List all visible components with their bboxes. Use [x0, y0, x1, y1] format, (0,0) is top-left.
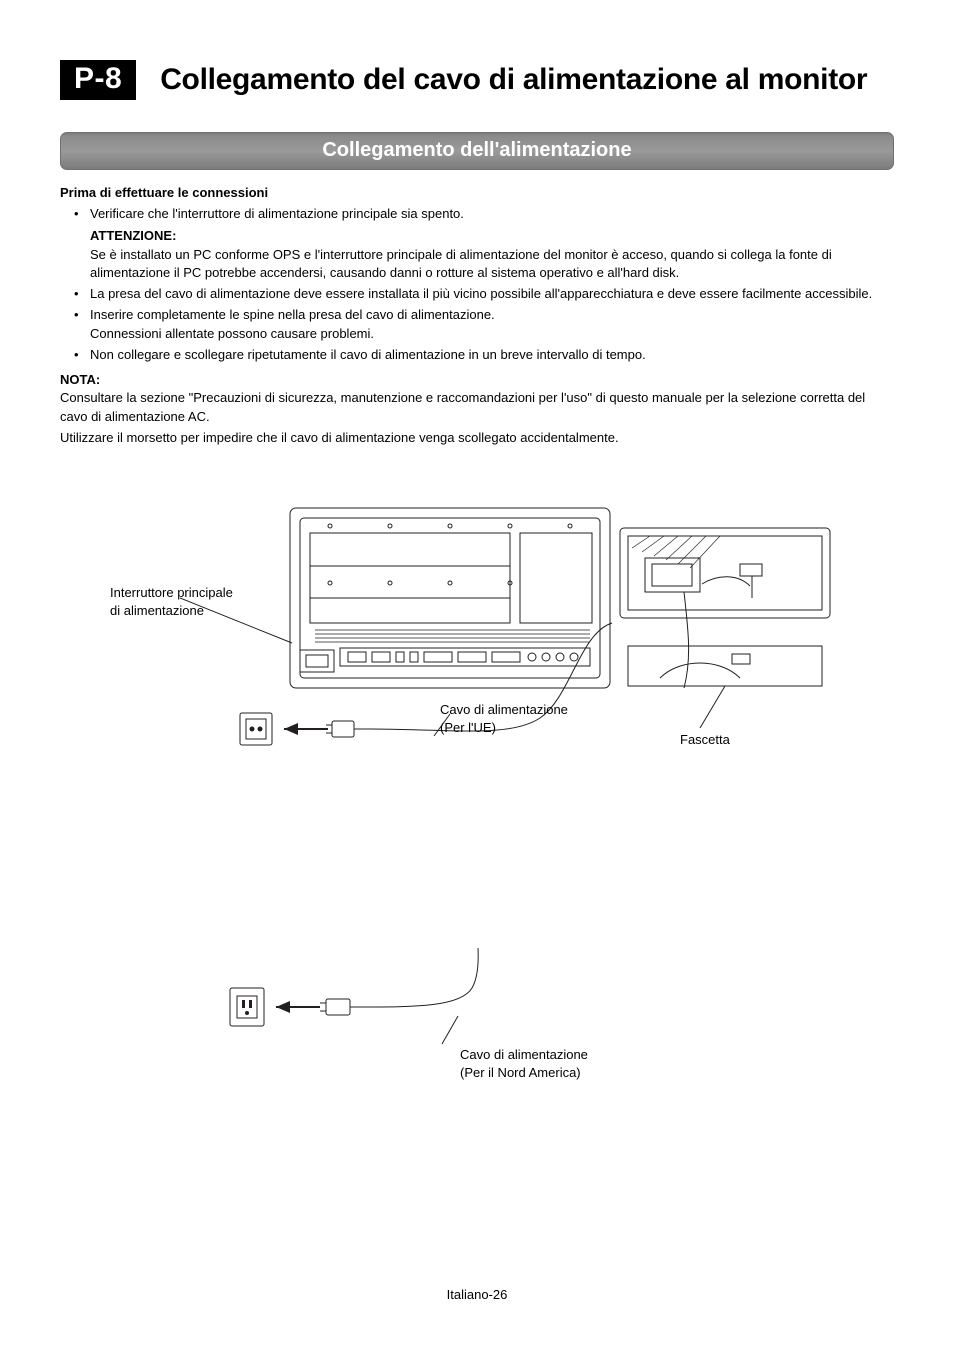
bullet-item: Non collegare e scollegare ripetutamente…	[74, 346, 894, 365]
page-footer: Italiano-26	[0, 1287, 954, 1302]
attention-head: ATTENZIONE:	[90, 227, 894, 246]
figure-2: Cavo di alimentazione (Per il Nord Ameri…	[60, 948, 894, 1118]
cord-label-na: Cavo di alimentazione (Per il Nord Ameri…	[460, 1046, 588, 1081]
header-row: P-8 Collegamento del cavo di alimentazio…	[60, 60, 894, 100]
nota-body-1: Consultare la sezione "Precauzioni di si…	[60, 389, 894, 427]
bullet-text: Non collegare e scollegare ripetutamente…	[90, 347, 646, 362]
bullet-list: Verificare che l'interruttore di aliment…	[60, 205, 894, 365]
switch-label-1: Interruttore principale	[110, 585, 233, 600]
attention-body: Se è installato un PC conforme OPS e l'i…	[90, 246, 894, 284]
switch-label-2: di alimentazione	[110, 603, 204, 618]
page-title: Collegamento del cavo di alimentazione a…	[160, 63, 867, 97]
clamp-label: Fascetta	[680, 731, 730, 749]
cord-label-eu-2: (Per l'UE)	[440, 720, 496, 735]
nota-head: NOTA:	[60, 371, 894, 390]
cord-label-na-1: Cavo di alimentazione	[460, 1047, 588, 1062]
bullet-item: Verificare che l'interruttore di aliment…	[74, 205, 894, 283]
intro-subhead: Prima di effettuare le connessioni	[60, 184, 894, 203]
figure-1: Interruttore principale di alimentazione…	[60, 488, 894, 788]
bullet-text: Inserire completamente le spine nella pr…	[90, 307, 495, 322]
nota-body-2: Utilizzare il morsetto per impedire che …	[60, 429, 894, 448]
cord-label-eu-1: Cavo di alimentazione	[440, 702, 568, 717]
bullet-subtext: Connessioni allentate possono causare pr…	[90, 325, 894, 344]
bullet-text: Verificare che l'interruttore di aliment…	[90, 206, 464, 221]
body-text-block: Prima di effettuare le connessioni Verif…	[60, 184, 894, 448]
cord-label-na-2: (Per il Nord America)	[460, 1065, 581, 1080]
section-title-bar: Collegamento dell'alimentazione	[60, 132, 894, 170]
clamp-label-text: Fascetta	[680, 732, 730, 747]
bullet-item: La presa del cavo di alimentazione deve …	[74, 285, 894, 304]
cord-label-eu: Cavo di alimentazione (Per l'UE)	[440, 701, 568, 736]
bullet-text: La presa del cavo di alimentazione deve …	[90, 286, 872, 301]
page-number-badge: P-8	[60, 60, 136, 100]
bullet-item: Inserire completamente le spine nella pr…	[74, 306, 894, 344]
switch-label: Interruttore principale di alimentazione	[110, 584, 233, 619]
